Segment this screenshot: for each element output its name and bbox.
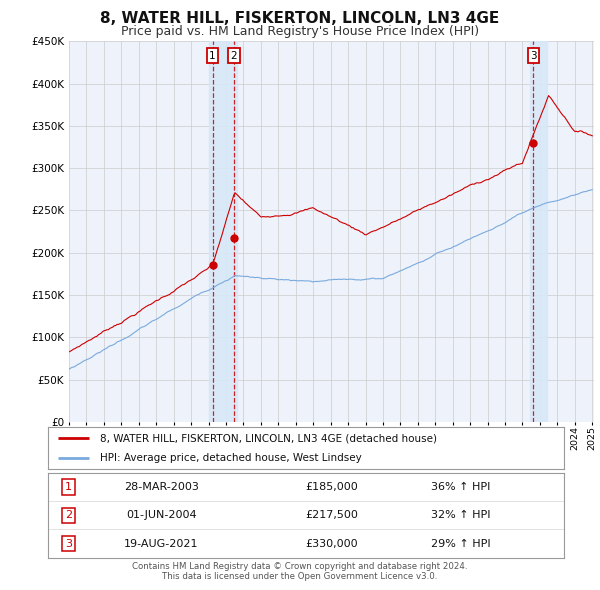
Text: Contains HM Land Registry data © Crown copyright and database right 2024.: Contains HM Land Registry data © Crown c… — [132, 562, 468, 571]
Text: 19-AUG-2021: 19-AUG-2021 — [124, 539, 199, 549]
Text: 1: 1 — [209, 51, 216, 61]
Text: 28-MAR-2003: 28-MAR-2003 — [124, 482, 199, 492]
Text: This data is licensed under the Open Government Licence v3.0.: This data is licensed under the Open Gov… — [163, 572, 437, 581]
Text: £217,500: £217,500 — [305, 510, 358, 520]
Text: 01-JUN-2004: 01-JUN-2004 — [126, 510, 197, 520]
Text: 32% ↑ HPI: 32% ↑ HPI — [431, 510, 491, 520]
Text: 8, WATER HILL, FISKERTON, LINCOLN, LN3 4GE: 8, WATER HILL, FISKERTON, LINCOLN, LN3 4… — [100, 11, 500, 25]
Text: 2: 2 — [230, 51, 238, 61]
Bar — [530, 41, 547, 422]
Text: 1: 1 — [65, 482, 72, 492]
Text: 3: 3 — [65, 539, 72, 549]
Bar — [209, 41, 238, 422]
Text: Price paid vs. HM Land Registry's House Price Index (HPI): Price paid vs. HM Land Registry's House … — [121, 25, 479, 38]
Text: 2: 2 — [65, 510, 72, 520]
Text: 36% ↑ HPI: 36% ↑ HPI — [431, 482, 490, 492]
Text: £330,000: £330,000 — [305, 539, 358, 549]
Text: 29% ↑ HPI: 29% ↑ HPI — [431, 539, 491, 549]
Text: HPI: Average price, detached house, West Lindsey: HPI: Average price, detached house, West… — [100, 453, 361, 463]
Text: £185,000: £185,000 — [305, 482, 358, 492]
Text: 3: 3 — [530, 51, 537, 61]
Text: 8, WATER HILL, FISKERTON, LINCOLN, LN3 4GE (detached house): 8, WATER HILL, FISKERTON, LINCOLN, LN3 4… — [100, 433, 437, 443]
